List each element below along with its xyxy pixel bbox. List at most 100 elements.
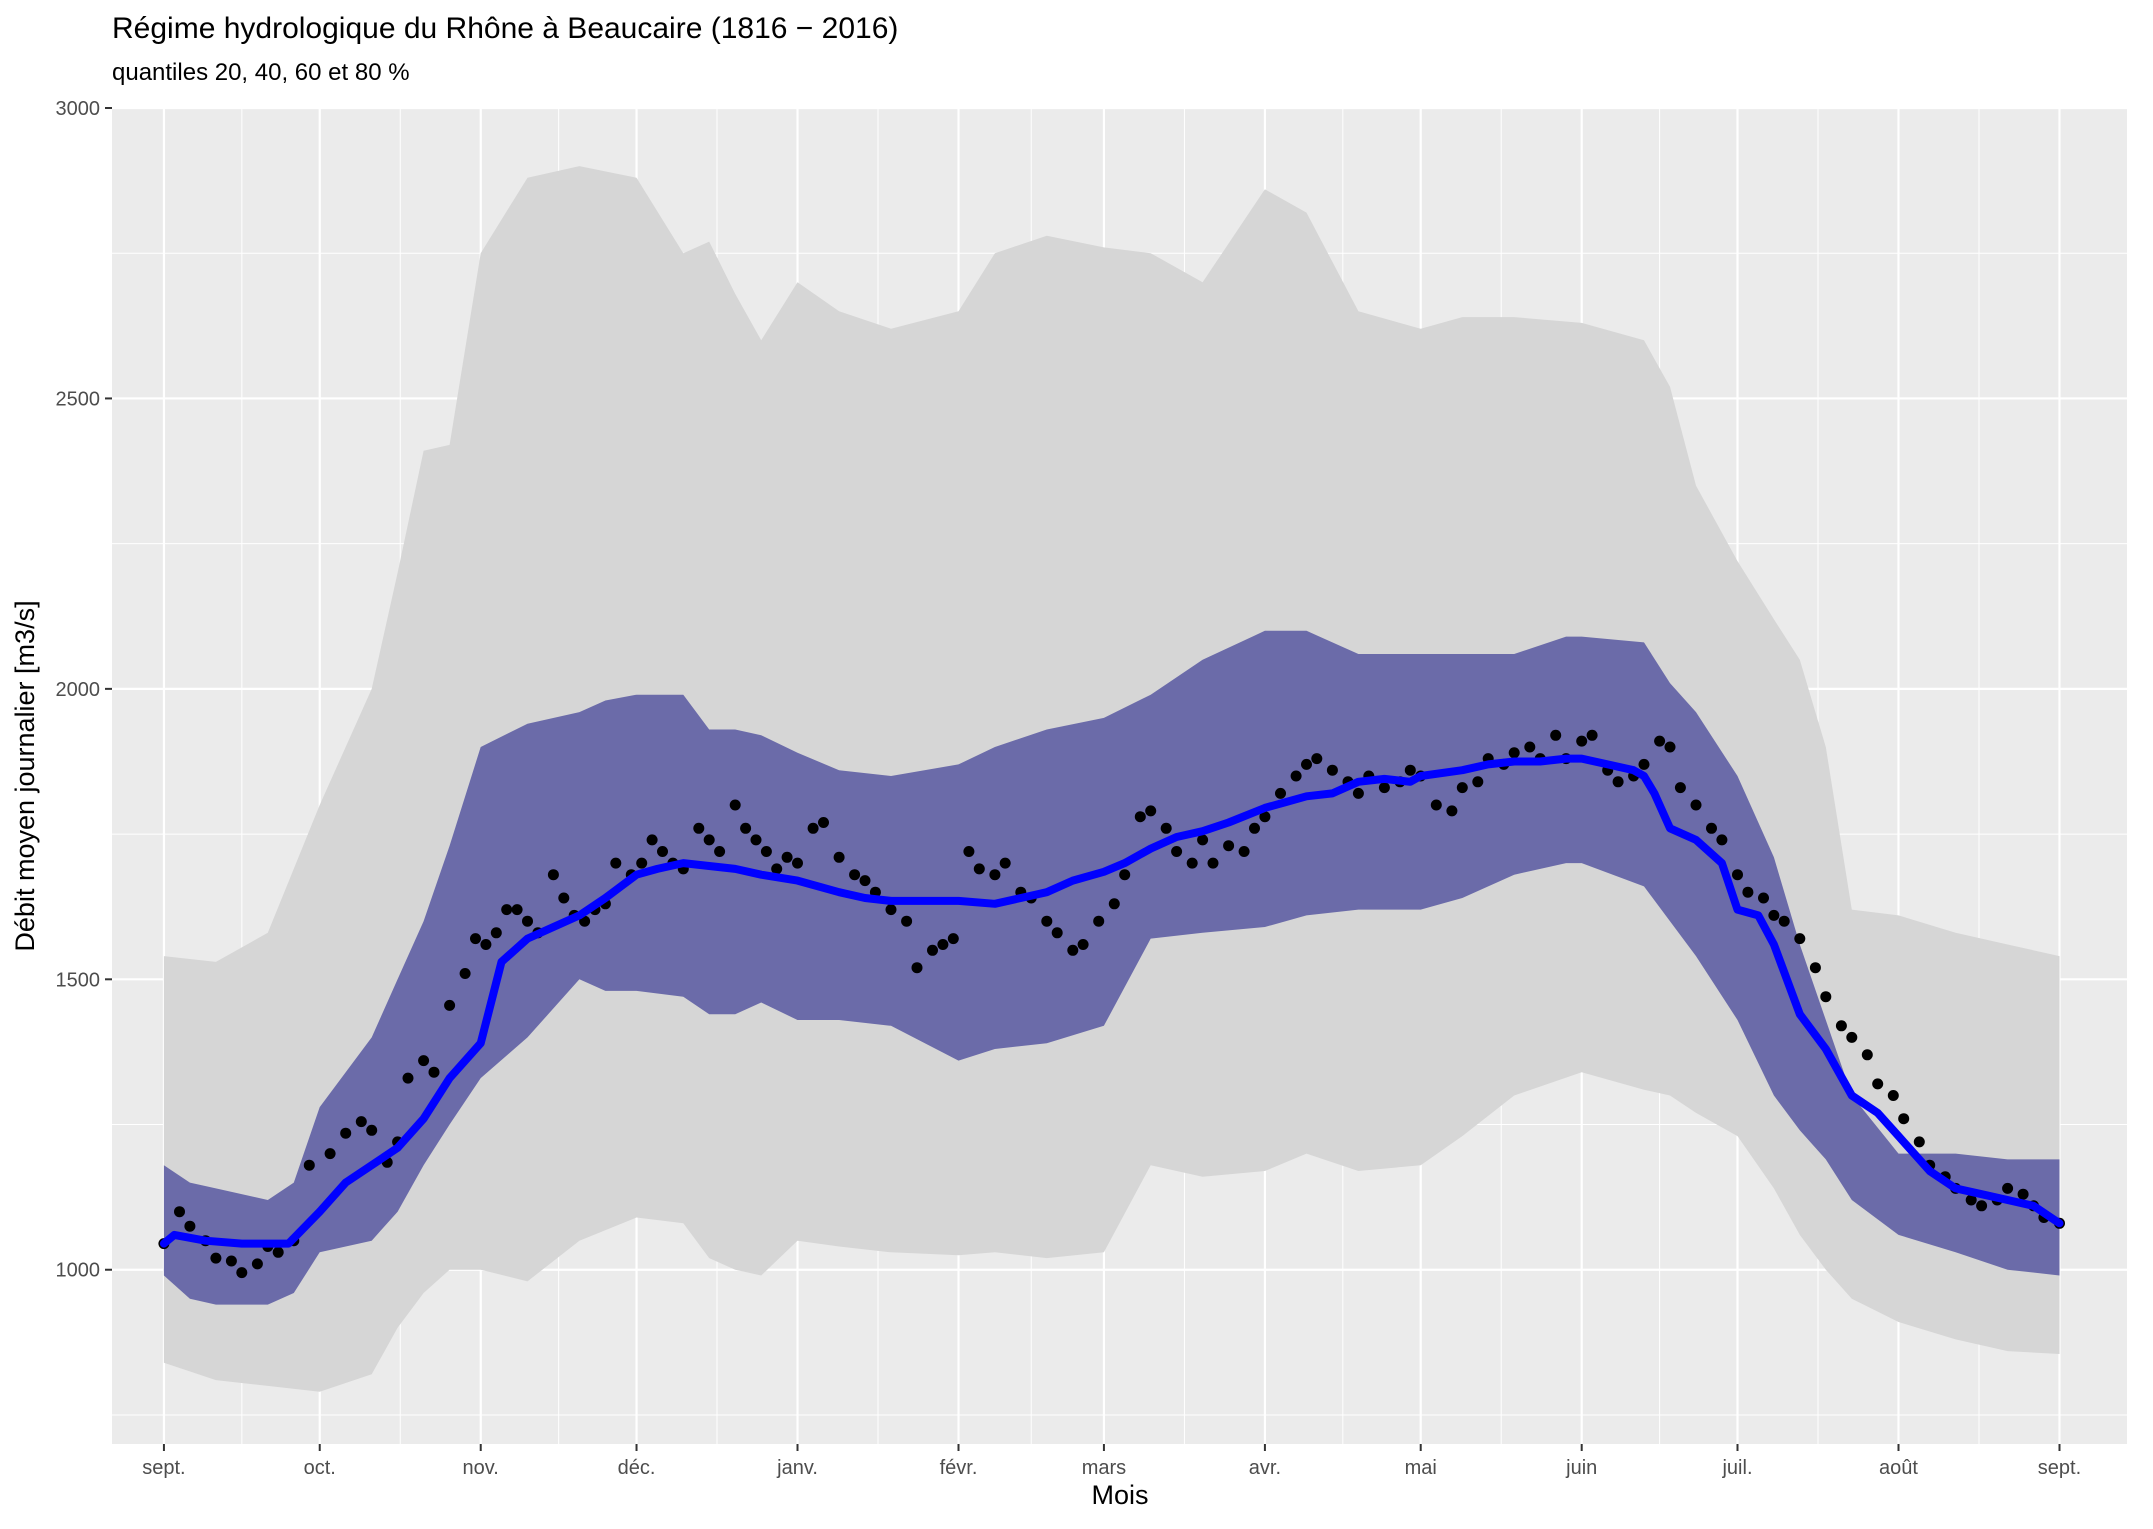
x-tick-label: janv. bbox=[776, 1457, 818, 1479]
daily-point bbox=[1612, 776, 1624, 788]
daily-point bbox=[1077, 939, 1089, 950]
daily-point bbox=[1108, 898, 1120, 910]
daily-point bbox=[1456, 782, 1468, 794]
daily-point bbox=[418, 1055, 430, 1067]
y-tick-label: 2500 bbox=[56, 388, 101, 410]
daily-point bbox=[636, 857, 648, 869]
daily-point bbox=[236, 1267, 248, 1279]
daily-point bbox=[937, 939, 949, 950]
daily-point bbox=[1041, 915, 1053, 927]
daily-point bbox=[1524, 741, 1536, 753]
daily-point bbox=[1259, 811, 1271, 823]
daily-point bbox=[2017, 1188, 2029, 1200]
y-axis: 1000 1500 2000 2500 3000 bbox=[56, 98, 112, 1282]
daily-point bbox=[355, 1116, 367, 1128]
daily-point bbox=[1716, 834, 1728, 846]
daily-point bbox=[1976, 1200, 1988, 1212]
daily-point bbox=[999, 857, 1011, 869]
daily-point bbox=[714, 846, 726, 857]
daily-point bbox=[1223, 840, 1235, 852]
daily-point bbox=[1249, 822, 1260, 834]
daily-point bbox=[703, 834, 715, 846]
daily-point bbox=[1550, 729, 1562, 741]
daily-point bbox=[1576, 735, 1588, 747]
daily-point bbox=[1404, 764, 1416, 776]
daily-point bbox=[501, 904, 513, 916]
x-axis-title: Mois bbox=[1091, 1480, 1148, 1510]
daily-point bbox=[693, 822, 705, 834]
daily-point bbox=[225, 1255, 237, 1267]
daily-point bbox=[1586, 729, 1598, 741]
daily-point bbox=[1809, 962, 1821, 974]
inner-quantile-band bbox=[163, 630, 2060, 1305]
x-tick-label: juin bbox=[1565, 1457, 1597, 1479]
daily-point bbox=[1311, 753, 1323, 765]
daily-point bbox=[428, 1066, 440, 1078]
daily-point bbox=[1145, 805, 1157, 817]
daily-point bbox=[522, 915, 533, 927]
daily-point bbox=[911, 962, 923, 974]
daily-point bbox=[1654, 735, 1666, 747]
daily-point bbox=[781, 851, 793, 863]
daily-points bbox=[158, 729, 2065, 1279]
x-tick-label: juil. bbox=[1721, 1457, 1752, 1479]
x-tick-label: nov. bbox=[463, 1457, 499, 1479]
daily-point bbox=[1508, 747, 1520, 759]
x-tick-label: févr. bbox=[940, 1457, 978, 1479]
y-tick-label: 1000 bbox=[56, 1260, 101, 1282]
daily-point bbox=[1119, 869, 1131, 881]
daily-point bbox=[1326, 764, 1338, 776]
y-tick-label: 1500 bbox=[56, 969, 101, 991]
daily-point bbox=[963, 846, 975, 857]
daily-point bbox=[973, 863, 985, 875]
daily-point bbox=[646, 834, 658, 846]
daily-point bbox=[1446, 805, 1458, 817]
daily-point bbox=[459, 968, 471, 979]
daily-point bbox=[547, 869, 559, 881]
x-tick-label: mars bbox=[1082, 1457, 1126, 1479]
daily-point bbox=[1820, 991, 1832, 1003]
x-tick-label: mai bbox=[1405, 1457, 1437, 1479]
daily-point bbox=[480, 939, 492, 950]
daily-point bbox=[927, 944, 938, 956]
daily-point bbox=[1430, 799, 1442, 811]
daily-point bbox=[1768, 909, 1780, 921]
daily-point bbox=[1674, 782, 1686, 794]
y-tick-label: 3000 bbox=[56, 98, 101, 120]
daily-point bbox=[272, 1246, 284, 1258]
x-tick-label: août bbox=[1879, 1457, 1918, 1479]
daily-point bbox=[2002, 1182, 2014, 1194]
daily-point bbox=[303, 1159, 315, 1171]
daily-point bbox=[1472, 776, 1484, 788]
daily-point bbox=[1742, 886, 1754, 898]
daily-point bbox=[849, 869, 861, 881]
daily-point bbox=[885, 904, 897, 916]
daily-point bbox=[807, 822, 819, 834]
daily-point bbox=[859, 875, 871, 887]
daily-point bbox=[324, 1148, 336, 1160]
daily-point bbox=[444, 999, 456, 1011]
x-tick-label: oct. bbox=[304, 1457, 336, 1479]
daily-point bbox=[1638, 758, 1650, 770]
daily-point bbox=[1965, 1194, 1977, 1206]
x-tick-label: sept. bbox=[142, 1457, 185, 1479]
daily-point bbox=[1134, 811, 1146, 823]
x-axis: sept. oct. nov. déc. janv. févr. mars avr. mai ju… bbox=[142, 1444, 2081, 1479]
daily-point bbox=[901, 915, 913, 927]
daily-point bbox=[1778, 915, 1790, 927]
daily-point bbox=[792, 857, 803, 869]
daily-point bbox=[1301, 758, 1312, 770]
daily-point bbox=[1275, 787, 1286, 799]
daily-point bbox=[1207, 857, 1219, 869]
daily-point bbox=[1706, 822, 1717, 834]
x-tick-label: avr. bbox=[1249, 1457, 1281, 1479]
daily-point bbox=[771, 863, 783, 875]
daily-point bbox=[1067, 944, 1079, 956]
chart-subtitle: quantiles 20, 40, 60 et 80 % bbox=[112, 59, 410, 86]
daily-point bbox=[184, 1220, 196, 1232]
daily-point bbox=[511, 904, 523, 916]
daily-point bbox=[833, 851, 845, 863]
daily-point bbox=[1171, 846, 1183, 857]
daily-point bbox=[251, 1258, 263, 1270]
